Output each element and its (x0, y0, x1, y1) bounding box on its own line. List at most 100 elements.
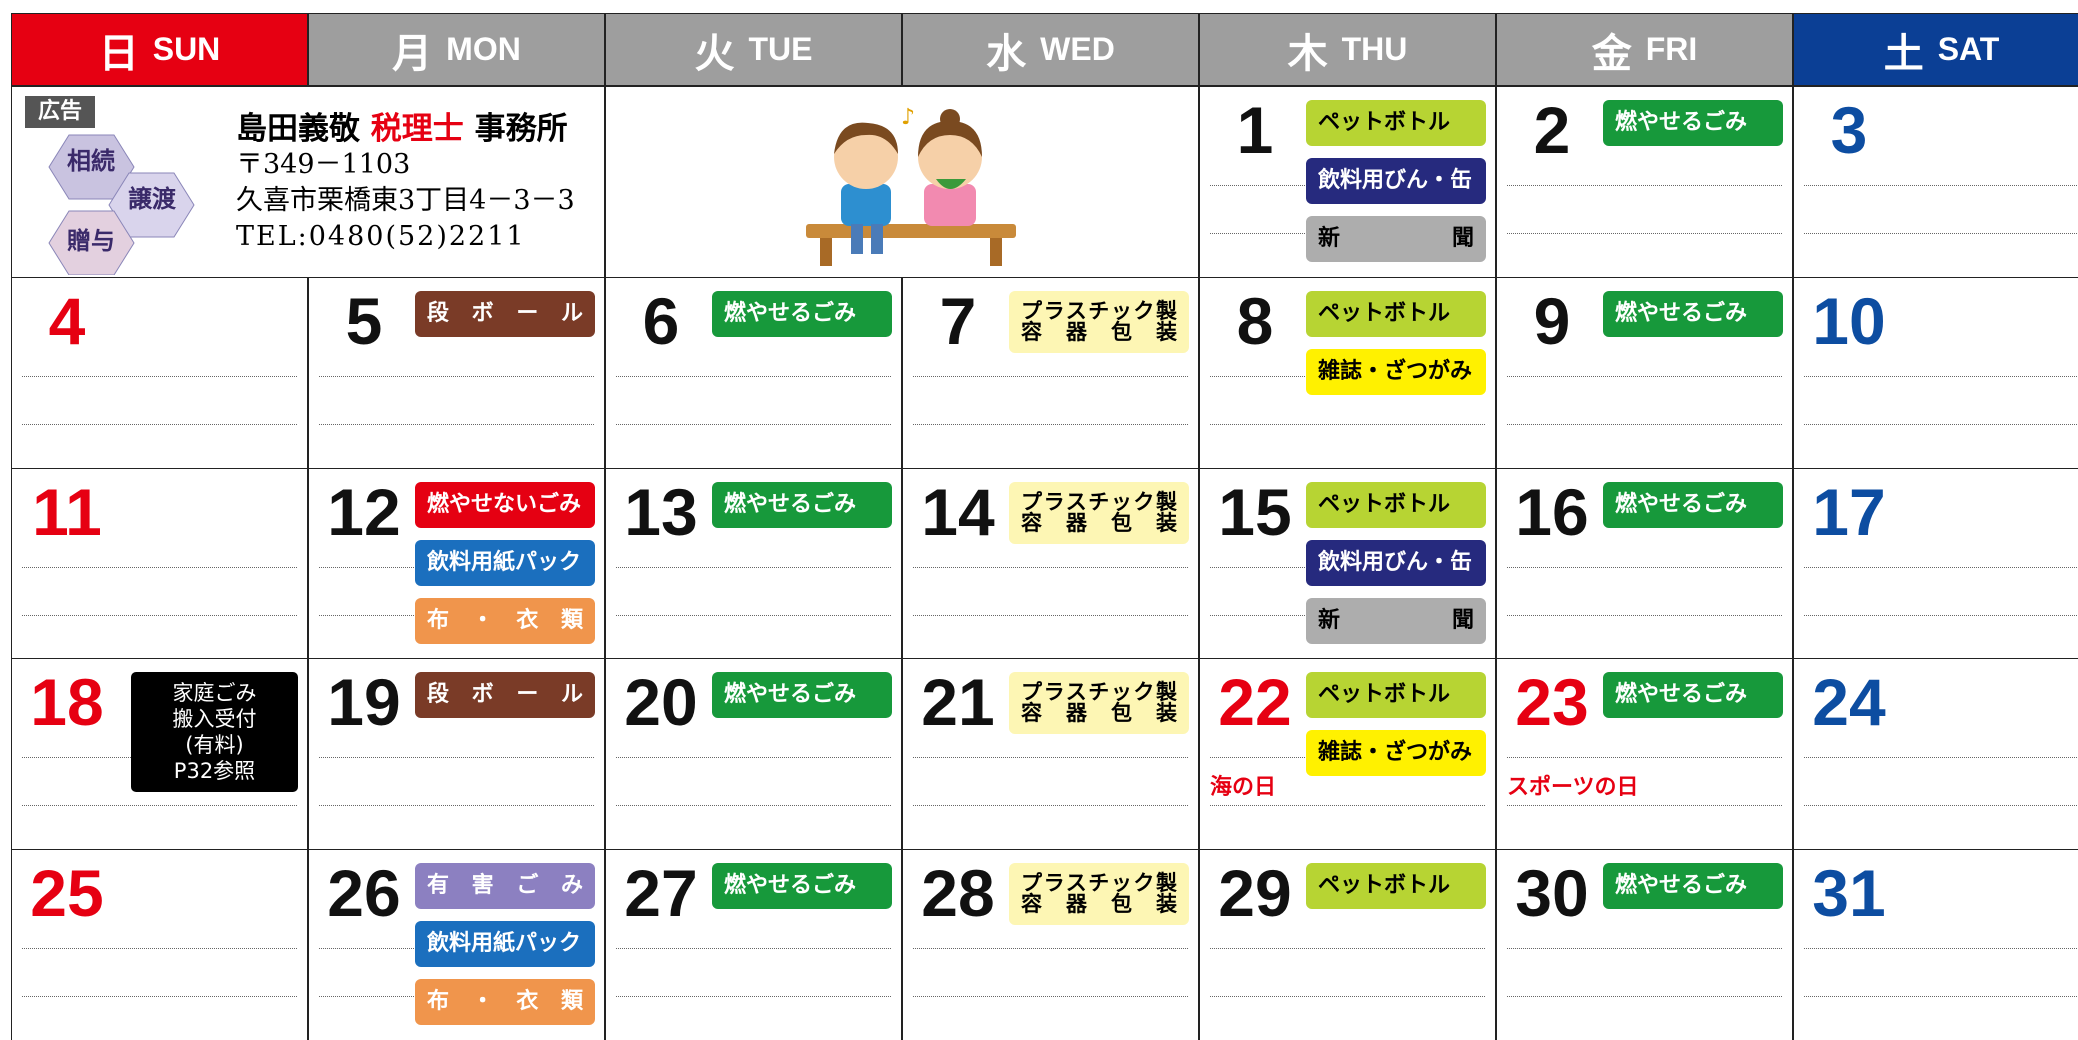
holiday-name: 海の日 (1210, 769, 1281, 802)
collection-tag: 燃やせるごみ (1603, 672, 1783, 719)
dotted-line (1210, 948, 1485, 950)
collection-tag: 新聞 (1306, 597, 1486, 644)
dotted-line (913, 423, 1188, 425)
tag-text: 燃やせるごみ (724, 873, 857, 899)
day-number: 6 (642, 283, 680, 358)
tag-text: 容器包装 (1021, 892, 1177, 917)
dotted-line (319, 375, 594, 377)
collection-tag: プラスチック製 容器包装 (1009, 290, 1189, 353)
collection-tag: ペットボトル (1306, 100, 1486, 146)
hexagon-label: 相続 (67, 147, 115, 175)
ad-address: 久喜市栗橋東3丁目4－3－3 (236, 185, 575, 216)
day-kanji: 金 (1591, 30, 1632, 77)
day-number: 25 (30, 856, 104, 931)
dotted-line (616, 566, 891, 568)
dotted-line (913, 805, 1188, 807)
tag-text: 飲料用びん・缶 (1318, 168, 1473, 193)
day-cell: 17 (1793, 467, 2078, 660)
day-name: SUN (152, 31, 221, 67)
collection-tag: 燃やせるごみ (712, 863, 892, 910)
collection-tag: 段ボール (415, 290, 595, 337)
dotted-line (22, 423, 297, 425)
day-header: 水 WED (902, 13, 1199, 86)
dotted-line (319, 423, 594, 425)
dotted-line (319, 757, 594, 759)
day-name: MON (446, 31, 521, 67)
dotted-line (1507, 996, 1782, 998)
day-cell: 21 プラスチック製 容器包装 (902, 658, 1199, 851)
collection-tag: 燃やせるごみ (712, 481, 892, 528)
collection-tag: 飲料用びん・缶 (1306, 158, 1486, 204)
day-number: 20 (624, 665, 698, 740)
day-kanji: 日 (98, 30, 139, 77)
dotted-line (1804, 233, 2078, 234)
tag-text: 飲料用びん・缶 (1318, 549, 1473, 575)
day-number: 8 (1236, 283, 1274, 358)
dotted-line (913, 566, 1188, 568)
ad-badge: 広告 (25, 96, 95, 128)
day-number: 16 (1515, 474, 1589, 549)
day-cell: 22 ペットボトル 雑誌・ざつがみ 海の日 (1199, 658, 1496, 851)
day-cell: 20 燃やせるごみ (605, 658, 902, 851)
day-cell: 6 燃やせるごみ (605, 276, 902, 469)
day-cell: 24 (1793, 658, 2078, 851)
dotted-line (22, 375, 297, 377)
tag-text: 容器包装 (1021, 510, 1177, 535)
day-cell: 19 段ボール (308, 658, 605, 851)
day-cell: 31 (1793, 849, 2078, 1040)
dotted-line (616, 757, 891, 759)
day-number: 26 (327, 856, 401, 931)
collection-tag: 飲料用紙パック (415, 539, 595, 586)
day-number: 4 (48, 283, 86, 358)
day-cell: 12 燃やせないごみ 飲料用紙パック 布・衣類 (308, 467, 605, 660)
day-number: 31 (1812, 856, 1886, 931)
dotted-line (1210, 805, 1485, 807)
dotted-line (1804, 996, 2078, 998)
day-number: 14 (921, 474, 995, 549)
tag-text: プラスチック製 (1021, 298, 1177, 323)
day-cell: 11 (11, 467, 308, 660)
dotted-line (1804, 566, 2078, 568)
tag-text: 飲料用紙パック (427, 931, 582, 957)
dotted-line (1507, 614, 1782, 616)
tag-text: 燃やせるごみ (1615, 300, 1748, 326)
tag-text: 燃やせるごみ (724, 491, 857, 517)
day-name: FRI (1645, 31, 1698, 67)
tag-text: ペットボトル (1318, 491, 1451, 517)
collection-tag: ペットボトル (1306, 481, 1486, 528)
dotted-line (1507, 185, 1782, 186)
day-cell: 14 プラスチック製 容器包装 (902, 467, 1199, 660)
day-kanji: 木 (1287, 30, 1328, 77)
day-cell: 5 段ボール (308, 276, 605, 469)
ad-name-part: 税理士 (370, 111, 464, 147)
day-number: 3 (1830, 93, 1868, 167)
dotted-line (1210, 996, 1485, 998)
tag-text: ペットボトル (1318, 873, 1451, 899)
day-number: 18 (30, 665, 104, 740)
collection-tag: 布・衣類 (415, 979, 595, 1026)
dotted-line (22, 805, 297, 807)
day-cell: 18 家庭ごみ 搬入受付 (有料) P32参照 (11, 658, 308, 851)
notice-box: 家庭ごみ 搬入受付 (有料) P32参照 (131, 672, 298, 793)
collection-tag: 新聞 (1306, 216, 1486, 262)
day-cell: 28 プラスチック製 容器包装 (902, 849, 1199, 1040)
day-name: TUE (748, 31, 813, 67)
day-number: 19 (327, 665, 401, 740)
collection-tag: プラスチック製 容器包装 (1009, 863, 1189, 926)
tag-text: 燃やせるごみ (724, 682, 857, 708)
day-kanji: 水 (986, 30, 1027, 77)
day-cell: 26 有害ごみ 飲料用紙パック 布・衣類 (308, 849, 605, 1040)
tag-text: 燃やせるごみ (1615, 491, 1748, 517)
ad-name-part: 事務所 (474, 111, 568, 147)
day-cell: 10 (1793, 276, 2078, 469)
tag-text: ペットボトル (1318, 682, 1451, 708)
tag-text: 燃やせるごみ (1615, 110, 1748, 135)
dotted-line (616, 375, 891, 377)
advertisement: 広告 相続 譲渡 贈与 島田義敬 税理士 事務所 〒349－1103 久喜市栗橋… (11, 86, 605, 278)
collection-tag: プラスチック製 容器包装 (1009, 481, 1189, 544)
dotted-line (22, 948, 297, 950)
day-number: 22 (1218, 665, 1292, 740)
day-header: 木 THU (1199, 13, 1496, 86)
tag-text: 新聞 (1318, 226, 1474, 251)
